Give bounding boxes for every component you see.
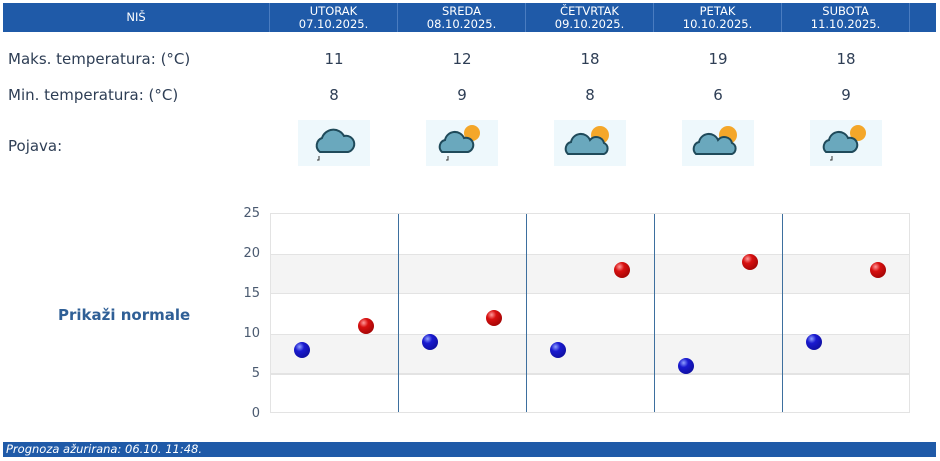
- max-temp-point[interactable]: [358, 318, 374, 334]
- day-name: UTORAK: [309, 3, 358, 18]
- city-name: NIŠ: [3, 3, 270, 32]
- day-header: SREDA 08.10.2025.: [398, 3, 526, 32]
- partly-cloudy-icon: [554, 120, 626, 166]
- min-temp-point[interactable]: [294, 342, 310, 358]
- y-tick: 10: [243, 326, 260, 341]
- grid-band: [271, 334, 909, 374]
- max-temp-value: 19: [708, 50, 728, 68]
- day-header: PETAK 10.10.2025.: [654, 3, 782, 32]
- day-name: PETAK: [699, 3, 736, 18]
- header-spacer: [910, 3, 936, 32]
- show-normals-toggle[interactable]: Prikaži normale: [58, 306, 191, 324]
- max-temp-point[interactable]: [742, 254, 758, 270]
- max-temp-point[interactable]: [870, 262, 886, 278]
- day-date: 11.10.2025.: [810, 16, 881, 31]
- day-header: ČETVRTAK 09.10.2025.: [526, 3, 654, 32]
- max-temp-value: 18: [836, 50, 856, 68]
- day-divider: [782, 214, 783, 412]
- max-temp-value: 11: [324, 50, 344, 68]
- y-tick: 15: [243, 286, 260, 301]
- min-temp-point[interactable]: [422, 334, 438, 350]
- grid-line: [271, 374, 909, 375]
- partly-cloudy-rain-icon: [426, 120, 498, 166]
- cloud-rain-icon: [298, 120, 370, 166]
- min-temp-value: 6: [713, 86, 723, 104]
- min-temp-value: 8: [585, 86, 595, 104]
- min-temp-value: 8: [329, 86, 339, 104]
- forecast-updated-footer: Prognoza ažurirana: 06.10. 11:48.: [3, 442, 936, 457]
- max-temp-point[interactable]: [486, 310, 502, 326]
- temperature-chart: [270, 213, 910, 413]
- day-date: 09.10.2025.: [554, 16, 625, 31]
- partly-cloudy-rain-icon: [810, 120, 882, 166]
- max-temp-point[interactable]: [614, 262, 630, 278]
- y-tick: 5: [251, 366, 260, 381]
- day-name: SUBOTA: [822, 3, 869, 18]
- day-header: UTORAK 07.10.2025.: [270, 3, 398, 32]
- min-temp-point[interactable]: [678, 358, 694, 374]
- weather-label: Pojava:: [8, 137, 63, 155]
- grid-band: [271, 254, 909, 294]
- day-name: SREDA: [441, 3, 482, 18]
- day-divider: [654, 214, 655, 412]
- max-temp-value: 18: [580, 50, 600, 68]
- min-temp-label: Min. temperatura: (°C): [8, 86, 179, 104]
- min-temp-value: 9: [841, 86, 851, 104]
- y-tick: 25: [243, 206, 260, 221]
- max-temp-value: 12: [452, 50, 472, 68]
- day-header: SUBOTA 11.10.2025.: [782, 3, 910, 32]
- forecast-header: NIŠ UTORAK 07.10.2025. SREDA 08.10.2025. Č…: [3, 3, 936, 32]
- y-tick: 0: [251, 406, 260, 421]
- day-date: 07.10.2025.: [298, 16, 369, 31]
- day-name: ČETVRTAK: [560, 3, 619, 18]
- day-date: 08.10.2025.: [426, 16, 497, 31]
- y-tick: 20: [243, 246, 260, 261]
- min-temp-point[interactable]: [806, 334, 822, 350]
- day-date: 10.10.2025.: [682, 16, 753, 31]
- day-divider: [526, 214, 527, 412]
- max-temp-label: Maks. temperatura: (°C): [8, 50, 191, 68]
- min-temp-value: 9: [457, 86, 467, 104]
- min-temp-point[interactable]: [550, 342, 566, 358]
- day-divider: [398, 214, 399, 412]
- partly-cloudy-icon: [682, 120, 754, 166]
